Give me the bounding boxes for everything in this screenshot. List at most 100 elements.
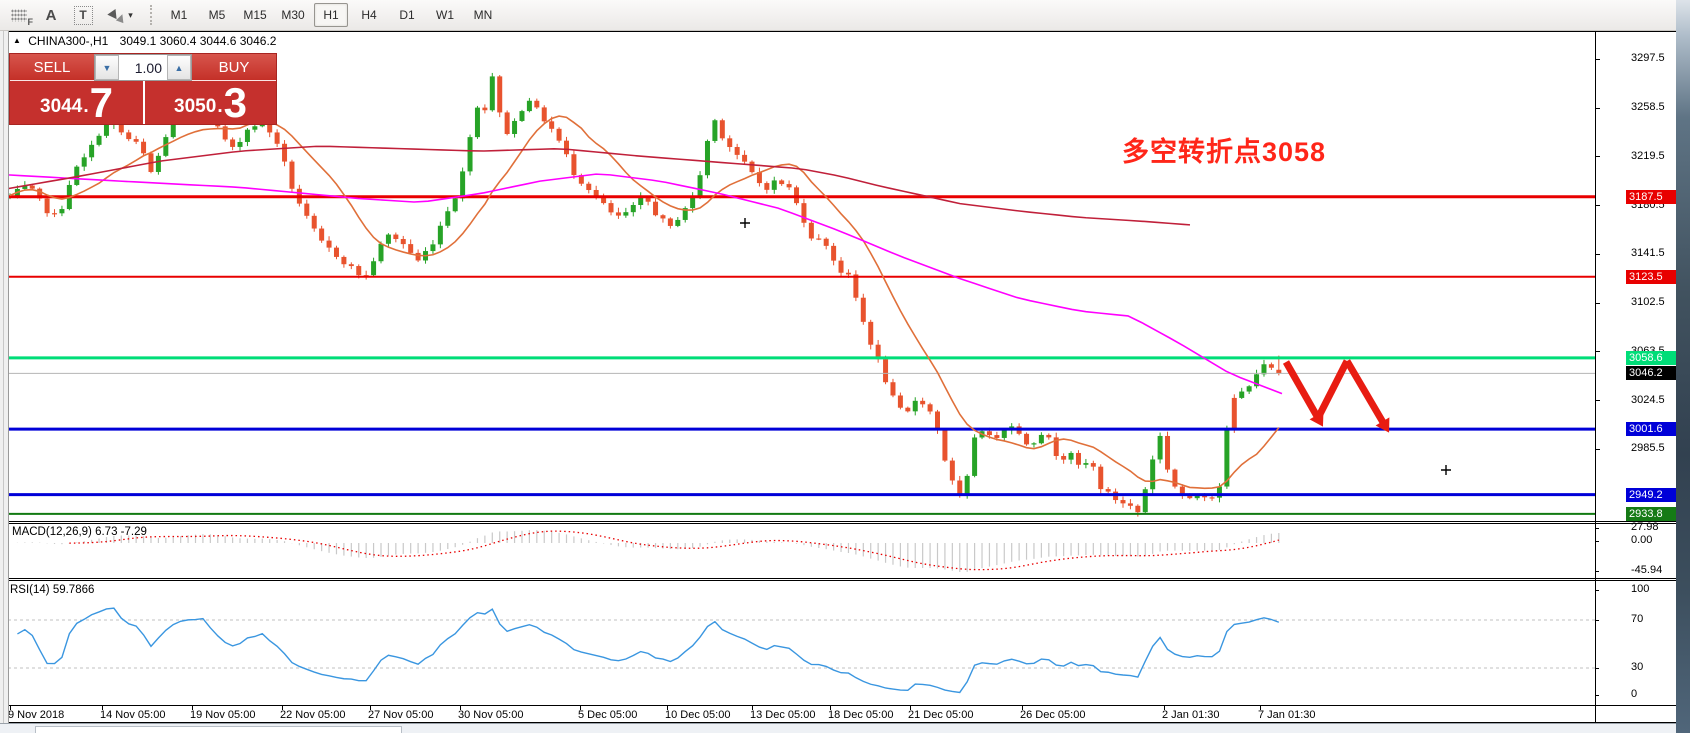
date-label: 14 Nov 05:00: [100, 709, 166, 721]
price-tick-mark: [1595, 351, 1600, 353]
timeframe-buttons: M1 M5 M15 M30 H1 H4 D1 W1 MN: [162, 3, 500, 27]
macd-tick-mark: [1595, 540, 1599, 542]
macd-label: MACD(12,26,9) 6.73 -7.29: [12, 526, 147, 538]
date-tick-mark: [282, 706, 283, 710]
date-label: 10 Dec 05:00: [665, 709, 731, 721]
timeframe-button-m30[interactable]: M30: [281, 8, 305, 22]
price-tick-mark: [1595, 58, 1600, 60]
one-click-trading-panel: SELL ▼ 1.00 ▲ BUY 3044. 7 3050. 3: [10, 54, 276, 124]
date-label: 7 Jan 01:30: [1258, 709, 1316, 721]
macd-tick-mark: [1595, 527, 1599, 529]
price-tick-mark: [1595, 253, 1600, 255]
sell-price[interactable]: 3044. 7: [10, 81, 143, 124]
date-tick-mark: [667, 706, 668, 710]
price-tick-mark: [1595, 400, 1600, 401]
chart-top-border: [8, 31, 1676, 32]
indicator-grid-icon[interactable]: F: [6, 3, 33, 27]
trade-top-row: SELL ▼ 1.00 ▲ BUY: [10, 54, 276, 81]
date-label: 2 Jan 01:30: [1162, 709, 1220, 721]
price-tick-mark: [1595, 448, 1600, 450]
text-label-icon[interactable]: A: [38, 3, 64, 27]
grid-glyph: F: [11, 8, 33, 27]
date-tick-mark: [580, 706, 581, 710]
volume-input[interactable]: 1.00: [119, 55, 167, 80]
buy-price-pip: 3: [223, 79, 247, 126]
window-left-border: [0, 31, 9, 733]
price-tick-label: 3102.5: [1631, 296, 1665, 308]
date-tick-mark: [830, 706, 831, 710]
date-tick-mark: [1022, 706, 1023, 710]
buy-price[interactable]: 3050. 3: [143, 81, 276, 124]
rsi-tick-label: 100: [1631, 583, 1650, 595]
macd-tick-mark: [1595, 570, 1599, 572]
grid-f-letter: F: [27, 16, 34, 27]
date-label: 9 Nov 2018: [8, 709, 65, 721]
volume-decrease-button[interactable]: ▼: [95, 55, 119, 80]
price-badge-3001.6: 3001.6: [1626, 422, 1676, 437]
volume-increase-button[interactable]: ▲: [167, 55, 191, 80]
date-tick-mark: [460, 706, 461, 710]
timeframe-button-m1[interactable]: M1: [170, 8, 188, 22]
price-axis-border: [1595, 31, 1596, 722]
buy-button[interactable]: BUY: [192, 54, 276, 81]
sell-price-dot: .: [83, 96, 89, 117]
sell-button[interactable]: SELL: [10, 54, 94, 81]
macd-separator-a[interactable]: [8, 521, 1676, 522]
text-box-icon[interactable]: T: [70, 3, 96, 27]
buy-price-dot: .: [217, 96, 223, 117]
timeframe-button-w1[interactable]: W1: [436, 8, 454, 22]
rsi-label: RSI(14) 59.7866: [10, 584, 95, 596]
status-box: [35, 726, 402, 733]
date-tick-mark: [1164, 706, 1165, 710]
timeframe-button-m15[interactable]: M15: [243, 8, 267, 22]
window-bottom-bar: [0, 723, 1690, 733]
price-tick-label: 2985.5: [1631, 442, 1665, 455]
arrow-tools-icon[interactable]: ▾: [102, 3, 140, 27]
timeframe-button-h1[interactable]: H1: [314, 3, 348, 27]
rsi-separator-a[interactable]: [8, 578, 1676, 579]
price-tick-mark: [1595, 107, 1600, 109]
caret-down-icon: ▼: [102, 62, 112, 73]
price-tick-label: 3219.5: [1631, 149, 1665, 162]
date-tick-mark: [370, 706, 371, 710]
price-badge-3058.6: 3058.6: [1626, 350, 1676, 365]
text-box-letter: T: [73, 5, 93, 25]
price-badge-3046.2: 3046.2: [1626, 366, 1676, 381]
date-label: 13 Dec 05:00: [750, 709, 816, 721]
arrow-shape2-icon: [116, 12, 127, 24]
price-badge-2933.8: 2933.8: [1626, 506, 1676, 521]
expand-triangle-icon[interactable]: ▲: [13, 36, 21, 45]
rsi-tick-label: 30: [1631, 661, 1644, 673]
price-tick-label: 3297.5: [1631, 52, 1665, 65]
date-label: 18 Dec 05:00: [828, 709, 894, 721]
date-label: 21 Dec 05:00: [908, 709, 974, 721]
rsi-separator-b: [8, 580, 1676, 581]
chart-annotation-text: 多空转折点3058: [1122, 137, 1327, 167]
date-tick-mark: [910, 706, 911, 710]
sell-price-main: 3044: [40, 96, 83, 117]
date-label: 30 Nov 05:00: [458, 709, 524, 721]
dropdown-caret-icon: ▾: [128, 9, 133, 20]
price-tick-label: 3141.5: [1631, 247, 1665, 260]
date-label: 19 Nov 05:00: [190, 709, 256, 721]
date-tick-mark: [752, 706, 753, 710]
volume-stepper: ▼ 1.00 ▲: [94, 54, 192, 81]
window-bottom-border: [0, 722, 1690, 723]
price-badge-3123.5: 3123.5: [1626, 269, 1676, 284]
macd-tick-label: 0.00: [1631, 534, 1653, 546]
toolbar: F A T ▾ M1 M5 M15 M30 H1 H4 D1 W1 MN: [0, 0, 1690, 31]
date-axis-border: [8, 705, 1676, 706]
timeframe-button-d1[interactable]: D1: [399, 8, 415, 22]
price-badge-2949.2: 2949.2: [1626, 487, 1676, 502]
timeframe-button-m5[interactable]: M5: [208, 8, 226, 22]
price-tick-label: 3258.5: [1631, 101, 1665, 113]
timeframe-button-h4[interactable]: H4: [361, 8, 377, 22]
label-a-letter: A: [45, 6, 57, 24]
trade-price-row: 3044. 7 3050. 3: [10, 81, 276, 124]
date-tick-mark: [192, 706, 193, 710]
chart-title: ▲ CHINA300-,H1 3049.1 3060.4 3044.6 3046…: [13, 34, 276, 48]
rsi-tick-mark: [1595, 619, 1599, 621]
timeframe-button-mn[interactable]: MN: [473, 8, 493, 22]
